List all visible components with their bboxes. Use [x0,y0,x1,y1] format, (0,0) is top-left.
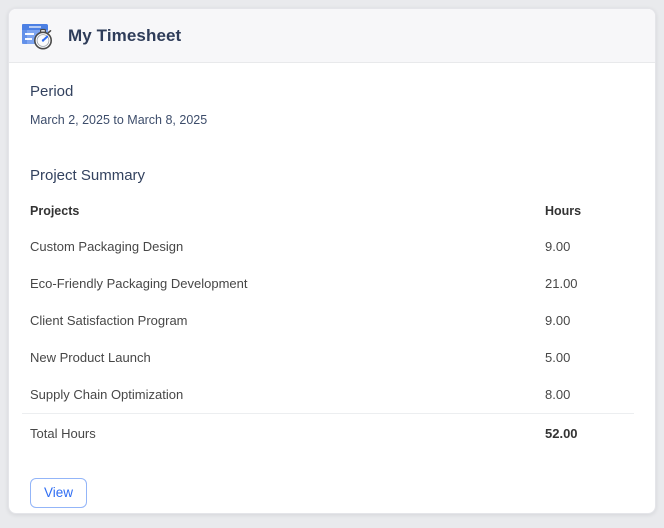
table-row: Supply Chain Optimization 8.00 [22,376,634,414]
card-title: My Timesheet [68,25,182,45]
period-heading: Period [30,83,74,100]
project-hours: 9.00 [545,313,571,328]
card-header: My Timesheet [9,9,655,63]
period-range: March 2, 2025 to March 8, 2025 [30,113,208,127]
project-summary-table: Projects Hours Custom Packaging Design 9… [22,194,634,453]
column-header-projects: Projects [30,204,80,218]
table-row: New Product Launch 5.00 [22,339,634,376]
total-label: Total Hours [22,413,537,453]
table-row: Client Satisfaction Program 9.00 [22,302,634,339]
total-hours: 52.00 [537,413,634,453]
project-hours: 8.00 [545,387,571,402]
column-header-hours: Hours [545,204,582,218]
timesheet-icon [22,23,52,49]
project-name: Supply Chain Optimization [30,387,184,402]
table-row: Eco-Friendly Packaging Development 21.00 [22,265,634,302]
card-body: Period March 2, 2025 to March 8, 2025 Pr… [9,63,655,508]
project-name: Client Satisfaction Program [30,313,188,328]
project-name: Eco-Friendly Packaging Development [30,276,248,291]
timesheet-card: My Timesheet Period March 2, 2025 to Mar… [8,8,656,514]
total-row: Total Hours 52.00 [22,413,634,453]
project-name: Custom Packaging Design [30,239,184,254]
view-button[interactable]: View [30,478,88,508]
project-hours: 9.00 [545,239,571,254]
table-row: Custom Packaging Design 9.00 [22,228,634,265]
project-summary-heading: Project Summary [30,167,146,184]
project-hours: 5.00 [545,350,571,365]
table-header-row: Projects Hours [22,194,634,228]
project-name: New Product Launch [30,350,151,365]
project-hours: 21.00 [545,276,578,291]
